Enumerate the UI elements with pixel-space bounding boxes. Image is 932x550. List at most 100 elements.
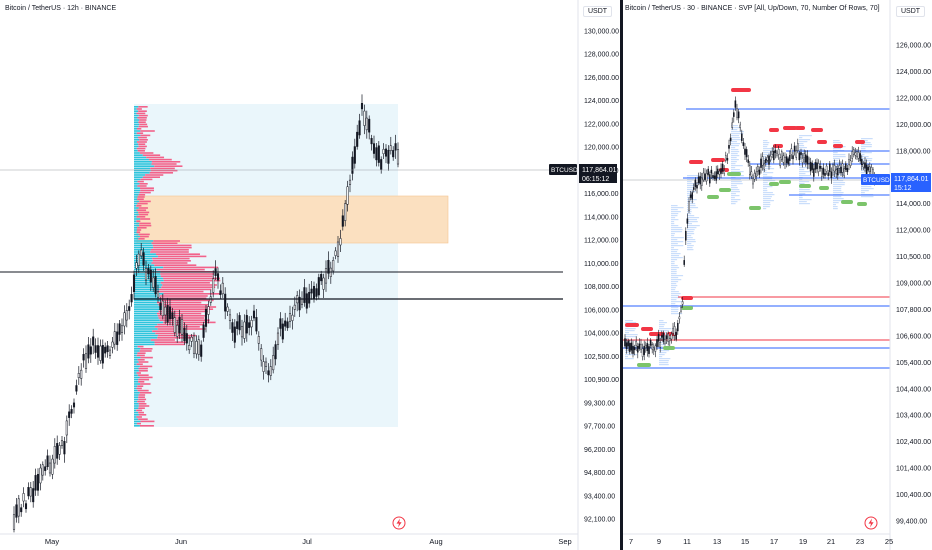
candle-body — [171, 312, 174, 320]
session-profile-bar — [799, 135, 812, 137]
session-profile-bar — [625, 338, 629, 340]
candle-body — [764, 158, 767, 163]
session-profile-bar — [731, 159, 739, 161]
profile-bar-up — [134, 202, 138, 205]
swing-high-marker — [773, 144, 783, 148]
session-profile-bar — [731, 125, 738, 127]
session-profile-bar — [625, 328, 636, 330]
session-profile-bar — [687, 219, 698, 221]
session-profile-bar — [659, 358, 671, 360]
tradingview-bolt-icon[interactable] — [392, 516, 406, 530]
price-tick-label: 100,900.00 — [584, 377, 619, 384]
price-tick-label: 118,000.00 — [896, 148, 931, 155]
candle-body — [766, 156, 769, 161]
candle-body — [279, 318, 282, 329]
session-profile-bar — [671, 235, 675, 237]
profile-bar-down — [138, 405, 150, 407]
session-profile-bar — [861, 190, 869, 192]
candle-body — [627, 340, 629, 347]
profile-bar-up — [134, 425, 140, 427]
candle-body — [113, 331, 116, 345]
candle-body — [72, 402, 76, 408]
candle-body — [806, 155, 809, 165]
profile-bar-down — [138, 110, 147, 112]
left-chart-pane[interactable]: 130,000.00 128,000.00 126,000.00 124,000.00… — [0, 0, 620, 550]
profile-bar-down — [157, 337, 194, 339]
candle-body — [801, 158, 804, 163]
candle-body — [156, 291, 160, 298]
session-profile-bar — [671, 253, 681, 255]
session-profile-bar — [687, 213, 692, 215]
swing-high-marker — [817, 140, 827, 144]
session-profile-bar — [763, 170, 767, 172]
candle-body — [819, 165, 822, 169]
profile-bar-down — [138, 411, 144, 414]
session-profile-bar — [799, 173, 806, 175]
candle-body — [252, 310, 256, 319]
candle-body — [656, 339, 658, 347]
profile-bar-down — [136, 372, 141, 374]
candle-body — [132, 274, 136, 292]
swing-high-marker — [649, 332, 665, 336]
profile-bar-up — [134, 183, 140, 185]
right-chart-pane[interactable]: 126,000.00 124,000.00 122,000.00 120,000.00… — [623, 0, 932, 550]
session-profile-bar — [861, 154, 865, 156]
session-profile-bar — [833, 152, 838, 154]
profile-bar-up — [134, 348, 141, 350]
candle-body — [782, 155, 785, 163]
profile-bar-down — [139, 123, 148, 126]
session-profile-bar — [763, 188, 768, 190]
session-profile-bar — [671, 227, 682, 229]
candle-body — [322, 277, 325, 290]
candle-body — [731, 122, 733, 128]
swing-high-marker — [681, 296, 693, 300]
session-profile-bar — [763, 148, 776, 150]
pane-divider[interactable] — [620, 0, 623, 550]
candle-body — [756, 166, 759, 172]
session-profile-bar — [731, 171, 744, 173]
tradingview-bolt-icon[interactable] — [864, 516, 878, 530]
profile-bar-up — [134, 180, 138, 183]
session-profile-bar — [687, 179, 694, 181]
candle-body — [238, 315, 241, 331]
time-tick-label: 23 — [856, 537, 864, 546]
right-axis-unit[interactable]: USDT — [896, 6, 926, 17]
session-profile-bar — [671, 297, 681, 299]
profile-bar-up — [134, 136, 139, 139]
candle-body — [94, 345, 97, 353]
session-profile-bar — [861, 168, 868, 170]
price-tick-label: 105,400.00 — [896, 360, 931, 367]
price-tick-label: 92,100.00 — [584, 517, 615, 524]
left-axis-unit[interactable]: USDT — [583, 6, 613, 17]
profile-bar-up — [134, 147, 137, 150]
session-profile-bar — [731, 167, 736, 169]
profile-bar-down — [137, 389, 149, 392]
candle-body — [363, 110, 366, 126]
session-profile-bar — [659, 350, 670, 352]
candle-body — [327, 259, 330, 274]
left-chart-canvas[interactable]: 130,000.00 128,000.00 126,000.00 124,000.00… — [0, 0, 620, 550]
session-profile-bar — [687, 241, 696, 243]
session-profile-bar — [731, 145, 739, 147]
candle-body — [53, 446, 56, 464]
profile-bar-down — [138, 367, 148, 370]
profile-bar-down — [139, 392, 152, 394]
profile-bar-up — [134, 326, 155, 328]
session-profile-bar — [861, 188, 874, 190]
profile-bar-down — [145, 174, 164, 176]
candle-body — [669, 338, 671, 342]
profile-bar-down — [137, 400, 145, 403]
swing-high-marker — [711, 158, 725, 162]
profile-bar-up — [134, 240, 154, 242]
candle-body — [344, 203, 347, 221]
session-profile-bar — [671, 303, 676, 305]
right-chart-canvas[interactable]: 126,000.00 124,000.00 122,000.00 120,000.00… — [623, 0, 932, 550]
candle-body — [130, 294, 133, 303]
session-profile-bar — [671, 243, 678, 245]
session-profile-bar — [763, 182, 768, 184]
candle-body — [274, 344, 277, 360]
time-tick-label: 7 — [629, 537, 633, 546]
price-tick-label: 114,000.00 — [584, 214, 619, 221]
candle-body — [643, 345, 646, 355]
candle-body — [387, 149, 390, 164]
